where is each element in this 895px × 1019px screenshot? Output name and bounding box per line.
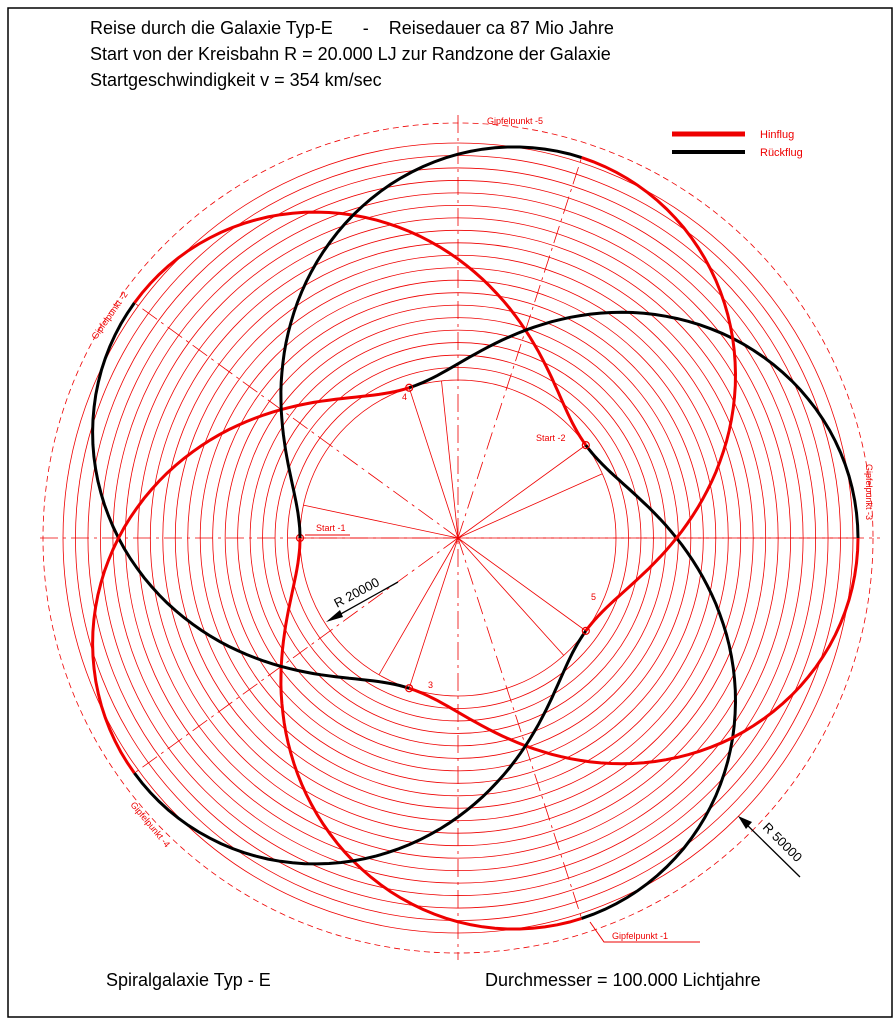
footer-left: Spiralgalaxie Typ - E (106, 970, 271, 990)
radial (408, 387, 459, 539)
start-point (581, 626, 590, 635)
trajectory (408, 537, 860, 766)
apex-axis (134, 302, 459, 539)
legend-label: Hinflug (760, 129, 794, 141)
rings (40, 115, 880, 960)
radial (441, 380, 459, 539)
apex-axis (134, 537, 459, 774)
radial (378, 537, 459, 676)
apex-label: Gipfelpunkt -3 (864, 464, 874, 520)
orbit (91, 145, 860, 931)
apex-label: Gipfelpunkt -5 (487, 116, 543, 126)
start-point (405, 383, 414, 392)
leader (589, 921, 700, 943)
trajectory (133, 210, 588, 446)
start-point (405, 684, 414, 693)
apex-label: Gipfelpunkt -1 (612, 931, 668, 941)
trajectory (91, 302, 410, 690)
radial (408, 537, 459, 689)
trajectory (279, 145, 583, 539)
trajectory (581, 444, 738, 920)
radial (457, 537, 587, 632)
radial (457, 473, 603, 539)
title-line: Start von der Kreisbahn R = 20.000 LJ zu… (90, 44, 611, 64)
apex-axis (457, 537, 582, 919)
start-label: Start -1 (316, 523, 346, 533)
radial (457, 444, 587, 539)
start-label: 5 (591, 592, 596, 602)
arrowhead (738, 816, 752, 829)
trajectory (279, 537, 583, 931)
dimension (741, 819, 801, 878)
start-label: 3 (428, 680, 433, 690)
start-label: 4 (402, 392, 407, 402)
trajectory (408, 310, 860, 539)
trajectory (91, 386, 410, 774)
footer-right: Durchmesser = 100.000 Lichtjahre (485, 970, 761, 990)
radial (457, 537, 565, 656)
start-point (581, 441, 590, 450)
title-line: Startgeschwindigkeit v = 354 km/sec (90, 70, 382, 90)
radial (303, 504, 459, 539)
trajectory (133, 630, 588, 866)
arrowhead (326, 610, 343, 622)
legend-label: Rückflug (760, 147, 803, 159)
apex-axis (457, 157, 582, 539)
start-label: Start -2 (536, 433, 566, 443)
title-line: Reise durch die Galaxie Typ-E - Reisedau… (90, 18, 614, 38)
trajectory (581, 156, 738, 632)
